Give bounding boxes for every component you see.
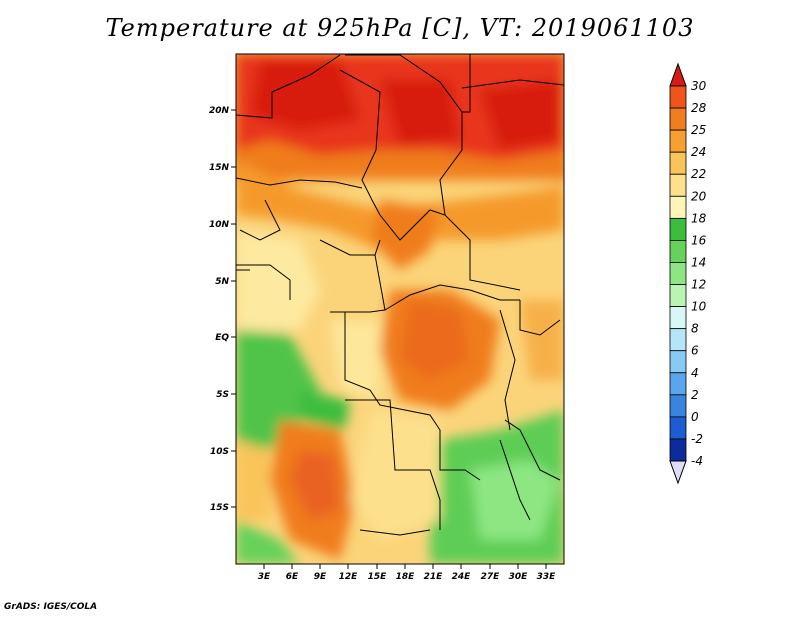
colorbar-segment: [669, 394, 687, 418]
colorbar-label: 12: [691, 278, 706, 292]
temperature-field: [236, 54, 564, 564]
colorbar-segment: [669, 372, 687, 396]
colorbar-segment: [669, 284, 687, 308]
longitude-axis: 3E 6E 9E 12E 15E 18E 21E 24E 27E 30E 33E: [258, 564, 556, 582]
latitude-axis: 20N 15N 10N 5N EQ 5S 10S 15S: [209, 106, 236, 513]
lon-label: 33E: [537, 572, 557, 582]
colorbar-segment: [669, 129, 687, 153]
colorbar-top-triangle: [669, 62, 687, 87]
lat-label: 20N: [209, 106, 230, 116]
colorbar-label: 25: [691, 123, 706, 137]
lon-label: 21E: [424, 572, 444, 582]
lon-label: 9E: [314, 572, 327, 582]
lat-label: 5N: [215, 277, 229, 287]
lon-label: 12E: [339, 572, 359, 582]
chart-title: Temperature at 925hPa [C], VT: 201906110…: [105, 14, 695, 42]
colorbar-segment: [669, 328, 687, 352]
colorbar-segment: [669, 262, 687, 285]
map-frame: [235, 53, 565, 565]
colorbar-label: -4: [691, 454, 703, 468]
colorbar-label: 16: [691, 233, 707, 247]
colorbar-label: 0: [691, 410, 699, 424]
colorbar-segment: [669, 195, 687, 219]
country-borders: [236, 54, 564, 536]
colorbar-bottom-triangle: [669, 460, 687, 485]
lat-label: 10N: [209, 220, 230, 230]
colorbar-segment: [669, 306, 687, 330]
colorbar-label: 10: [691, 300, 707, 314]
lat-label: EQ: [215, 333, 229, 343]
lat-label: 10S: [210, 447, 229, 457]
lon-label: 3E: [258, 572, 271, 582]
lat-label: 5S: [216, 390, 229, 400]
colorbar-label: 14: [691, 255, 706, 269]
lon-label: 27E: [481, 572, 501, 582]
colorbar-segment: [669, 107, 687, 131]
footer-credit: GrADS: IGES/COLA: [4, 602, 98, 612]
lat-label: 15S: [210, 503, 229, 513]
lon-label: 30E: [509, 572, 529, 582]
lon-label: 6E: [286, 572, 299, 582]
lon-label: 15E: [368, 572, 388, 582]
colorbar-label: -2: [691, 432, 703, 446]
colorbar-segment: [669, 217, 687, 241]
colorbar-label: 18: [691, 211, 707, 225]
colorbar-segment: [669, 350, 687, 374]
colorbar-segment: [669, 240, 687, 263]
colorbar-segment: [669, 151, 687, 175]
colorbar-label: 6: [691, 344, 699, 358]
colorbar-label: 30: [691, 79, 707, 93]
lon-label: 24E: [452, 572, 472, 582]
colorbar-label: 4: [691, 366, 699, 380]
colorbar-label: 2: [691, 388, 699, 402]
colorbar-label: 22: [691, 167, 706, 181]
colorbar-segment: [669, 85, 687, 109]
colorbar-segment: [669, 416, 687, 440]
colorbar-segment: [669, 438, 687, 462]
colorbar-label: 8: [691, 322, 699, 336]
colorbar-segment: [669, 173, 687, 197]
colorbar-label: 24: [691, 145, 706, 159]
colorbar-label: 28: [691, 101, 707, 115]
colorbar-label: 20: [691, 189, 707, 203]
lat-label: 15N: [209, 163, 230, 173]
lon-label: 18E: [396, 572, 416, 582]
